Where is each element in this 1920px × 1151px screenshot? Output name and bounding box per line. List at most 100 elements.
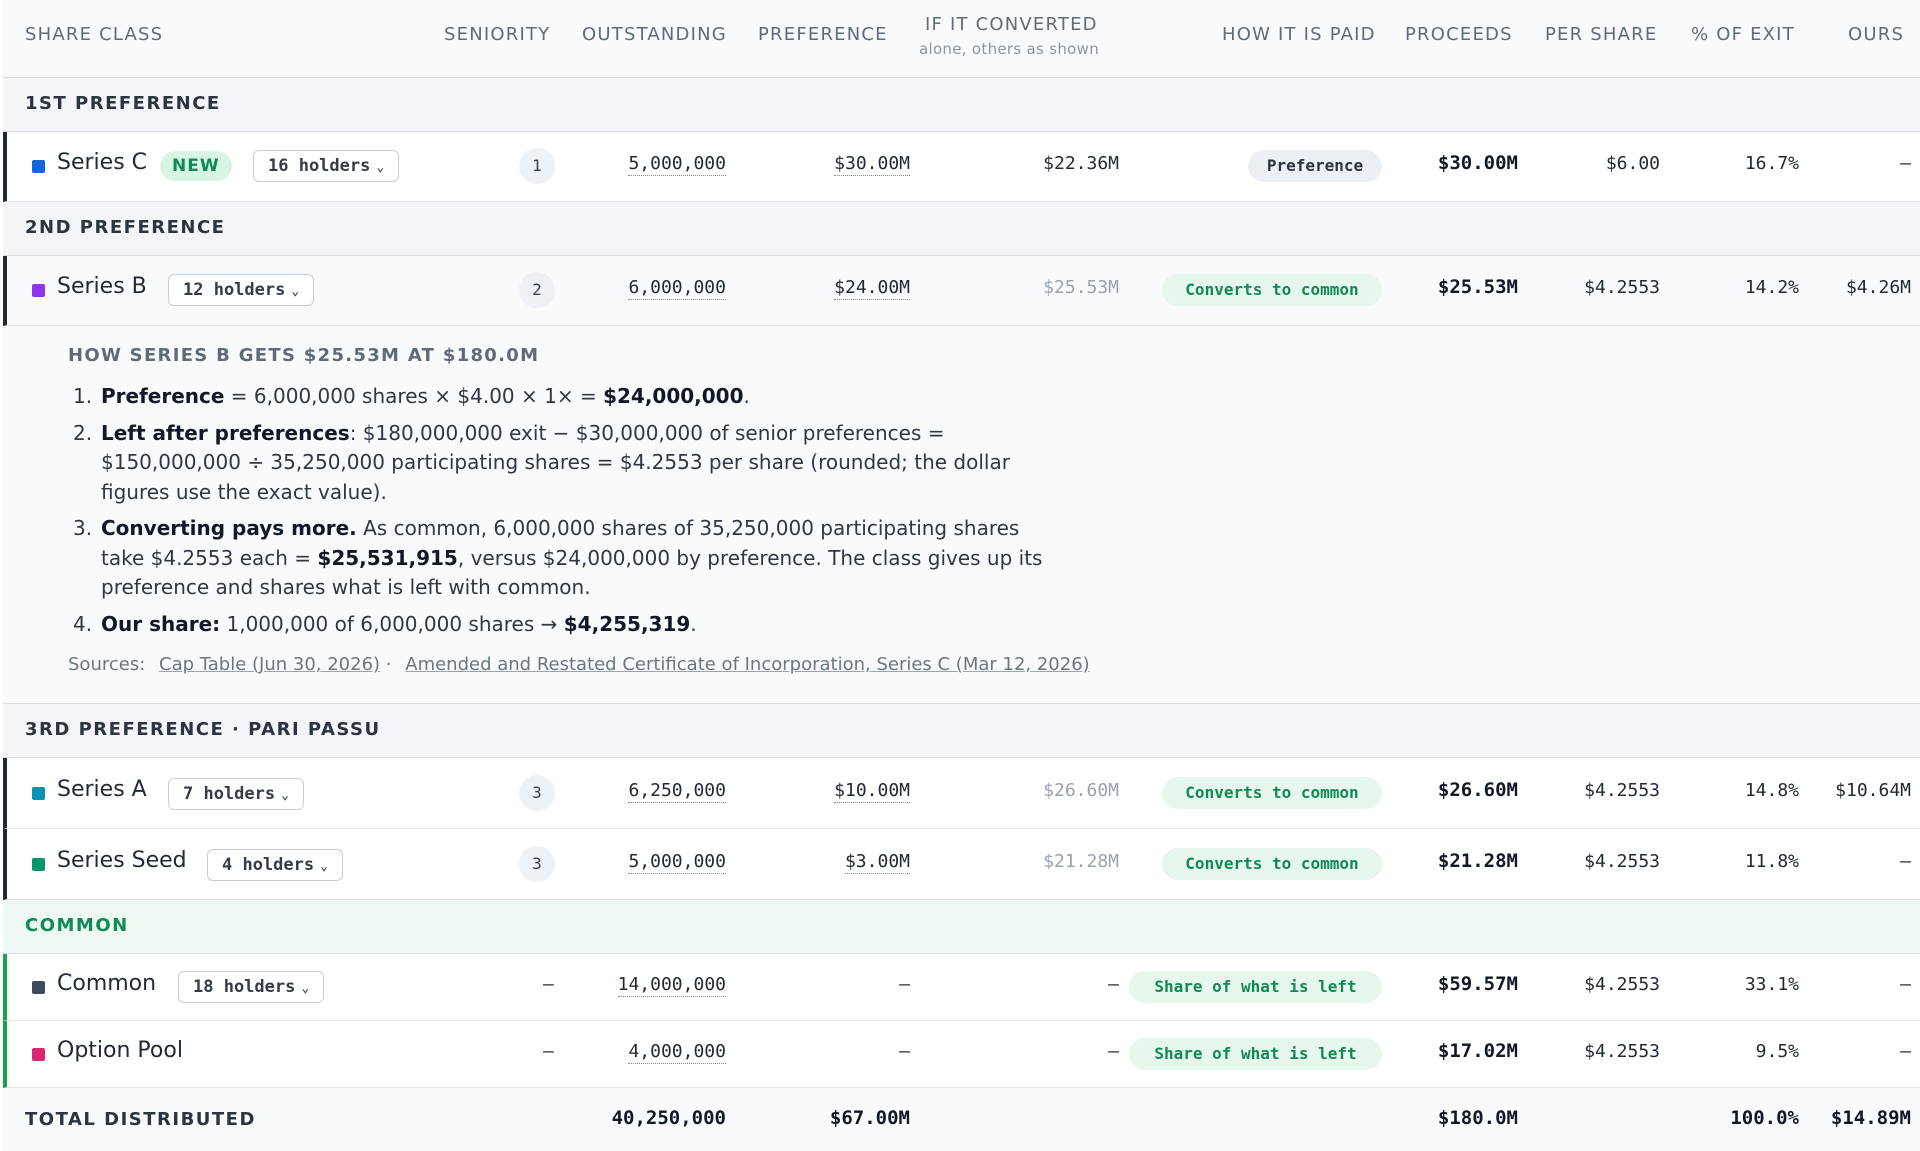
ours-value: — <box>1900 153 1911 174</box>
outstanding-link[interactable]: 4,000,000 <box>628 1041 726 1064</box>
proceeds-value: $17.02M <box>1437 1040 1518 1062</box>
col-share-class[interactable]: SHARE CLASS <box>25 24 164 45</box>
table-row-series-seed[interactable]: Series Seed 4 holders ⌄ 3 5,000,000 $3.00… <box>3 829 1920 900</box>
table-row-option-pool[interactable]: Option Pool — 4,000,000 — — Share of wha… <box>3 1021 1920 1088</box>
preference-value[interactable]: $10.00M <box>834 780 910 803</box>
seniority-badge: 1 <box>519 148 555 184</box>
explainer-step: 4. Our share: 1,000,000 of 6,000,000 shar… <box>73 611 697 636</box>
explainer-step: 1. Preference = 6,000,000 shares × $4.00 … <box>73 384 750 408</box>
col-outstanding[interactable]: OUTSTANDING <box>582 24 727 45</box>
col-pct-exit[interactable]: % OF EXIT <box>1691 24 1795 45</box>
outstanding-value[interactable]: 5,000,000 <box>628 153 726 176</box>
series-b-swatch <box>32 284 45 297</box>
col-how-paid[interactable]: HOW IT IS PAID <box>1222 24 1376 45</box>
total-preference: $67.00M <box>829 1107 910 1129</box>
seniority-badge: 3 <box>519 775 555 811</box>
holders-label: 4 holders <box>222 855 315 875</box>
explainer-step: 3. Converting pays more. As common, 6,000… <box>73 516 1043 599</box>
outstanding-link[interactable]: 5,000,000 <box>628 153 726 176</box>
outstanding-link[interactable]: 6,250,000 <box>628 780 726 803</box>
holders-label: 12 holders <box>183 280 286 300</box>
seniority-badge: 2 <box>519 272 555 308</box>
how-paid-badge: Converts to common <box>1162 274 1382 306</box>
holders-dropdown-series-b[interactable]: 12 holders ⌄ <box>168 274 315 306</box>
outstanding-link[interactable]: 6,000,000 <box>628 277 726 300</box>
how-paid-badge: Share of what is left <box>1129 1038 1382 1070</box>
col-if-converted[interactable]: IF IT CONVERTED <box>925 14 1098 35</box>
seniority-value: — <box>543 974 554 995</box>
table-row-series-b[interactable]: Series B 12 holders ⌄ 2 6,000,000 $24.00M… <box>3 256 1920 326</box>
group-title: 3RD PREFERENCE · PARI PASSU <box>25 719 381 740</box>
preference-link[interactable]: $10.00M <box>834 780 910 803</box>
holders-dropdown-common[interactable]: 18 holders ⌄ <box>178 971 325 1003</box>
proceeds-value: $21.28M <box>1437 850 1518 872</box>
preference-value[interactable]: $3.00M <box>844 851 910 874</box>
ours-value: $4.26M <box>1845 277 1911 298</box>
preference-link[interactable]: $24.00M <box>834 277 910 300</box>
series-c-swatch <box>32 160 45 173</box>
col-preference[interactable]: PREFERENCE <box>758 24 888 45</box>
how-paid-badge: Share of what is left <box>1129 971 1382 1003</box>
if-converted-value: — <box>1108 974 1119 995</box>
proceeds-value: $25.53M <box>1437 276 1518 298</box>
how-paid-badge: Preference <box>1248 150 1382 182</box>
holders-dropdown-series-seed[interactable]: 4 holders ⌄ <box>207 849 343 881</box>
table-row-series-c[interactable]: Series C NEW 16 holders ⌄ 1 5,000,000 $30… <box>3 132 1920 202</box>
outstanding-value[interactable]: 14,000,000 <box>617 974 726 997</box>
table-row-common[interactable]: Common 18 holders ⌄ — 14,000,000 — — Shar… <box>3 954 1920 1021</box>
explainer-title: HOW SERIES B GETS $25.53M AT $180.0M <box>68 345 540 366</box>
outstanding-value[interactable]: 5,000,000 <box>628 851 726 874</box>
series-b-name: Series B <box>57 274 147 299</box>
pct-exit-value: 11.8% <box>1744 851 1799 872</box>
col-if-converted-sub: alone, others as shown <box>919 40 1100 58</box>
holders-dropdown-series-a[interactable]: 7 holders ⌄ <box>168 778 304 810</box>
holders-label: 18 holders <box>193 977 296 997</box>
total-row: TOTAL DISTRIBUTED 40,250,000 $67.00M $18… <box>3 1088 1920 1151</box>
preference-link[interactable]: $3.00M <box>844 851 910 874</box>
outstanding-value[interactable]: 4,000,000 <box>628 1041 726 1064</box>
common-name: Common <box>57 971 157 996</box>
ours-value: $10.64M <box>1835 780 1911 801</box>
series-b-explainer: HOW SERIES B GETS $25.53M AT $180.0M 1. P… <box>3 326 1920 704</box>
proceeds-value: $59.57M <box>1437 973 1518 995</box>
col-ours[interactable]: OURS <box>1848 24 1905 45</box>
per-share-value: $4.2553 <box>1584 277 1660 298</box>
outstanding-link[interactable]: 14,000,000 <box>617 974 726 997</box>
series-a-swatch <box>32 787 45 800</box>
col-seniority[interactable]: SENIORITY <box>444 24 551 45</box>
preference-value[interactable]: $30.00M <box>834 153 910 176</box>
preference-value: — <box>899 1041 910 1062</box>
preference-link[interactable]: $30.00M <box>834 153 910 176</box>
sources-label: Sources: <box>68 654 146 675</box>
source-link-certificate[interactable]: Amended and Restated Certificate of Inco… <box>405 654 1090 675</box>
series-seed-swatch <box>32 858 45 871</box>
per-share-value: $6.00 <box>1605 153 1660 174</box>
preference-value: — <box>899 974 910 995</box>
table-header: SHARE CLASS SENIORITY OUTSTANDING PREFER… <box>3 0 1920 78</box>
outstanding-value[interactable]: 6,000,000 <box>628 277 726 300</box>
outstanding-value[interactable]: 6,250,000 <box>628 780 726 803</box>
how-paid-badge: Converts to common <box>1162 848 1382 880</box>
if-converted-value: $21.28M <box>1043 851 1119 872</box>
holders-dropdown-series-c[interactable]: 16 holders ⌄ <box>253 150 400 182</box>
group-1st-preference: 1ST PREFERENCE <box>3 78 1920 132</box>
chevron-down-icon: ⌄ <box>281 788 289 803</box>
col-proceeds[interactable]: PROCEEDS <box>1405 24 1513 45</box>
group-title: 2ND PREFERENCE <box>25 217 226 238</box>
group-common: COMMON <box>3 900 1920 954</box>
how-paid-badge: Converts to common <box>1162 777 1382 809</box>
total-outstanding: 40,250,000 <box>611 1107 726 1129</box>
option-pool-swatch <box>32 1048 45 1061</box>
common-swatch <box>32 981 45 994</box>
holders-label: 7 holders <box>183 784 276 804</box>
preference-value[interactable]: $24.00M <box>834 277 910 300</box>
table-row-series-a[interactable]: Series A 7 holders ⌄ 3 6,250,000 $10.00M … <box>3 758 1920 829</box>
source-link-cap-table[interactable]: Cap Table (Jun 30, 2026) <box>159 654 381 675</box>
outstanding-link[interactable]: 5,000,000 <box>628 851 726 874</box>
sources-separator: · <box>380 654 392 675</box>
col-per-share[interactable]: PER SHARE <box>1545 24 1658 45</box>
pct-exit-value: 14.8% <box>1744 780 1799 801</box>
pct-exit-value: 16.7% <box>1744 153 1799 174</box>
chevron-down-icon: ⌄ <box>291 284 300 299</box>
proceeds-value: $26.60M <box>1437 779 1518 801</box>
